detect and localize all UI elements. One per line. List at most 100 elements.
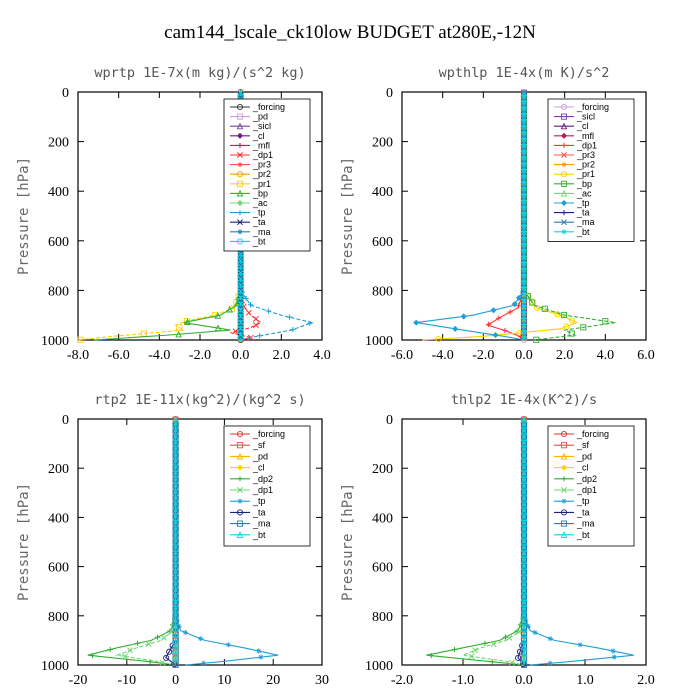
- data-point: [428, 653, 434, 659]
- legend-marker: [236, 452, 244, 460]
- y-tick-label: 800: [48, 610, 69, 625]
- series-dp1: [486, 92, 527, 341]
- data-point: [521, 111, 527, 117]
- data-point: [226, 305, 234, 313]
- series-bt: [520, 415, 528, 665]
- data-point: [174, 617, 180, 623]
- data-point: [529, 299, 536, 306]
- data-point: [521, 229, 527, 235]
- legend-marker: [236, 122, 244, 130]
- legend-marker: [237, 210, 243, 216]
- legend-box: [223, 98, 311, 252]
- legend-label: _bp: [576, 179, 592, 189]
- data-point: [286, 314, 293, 320]
- x-tick-label: 2.0: [637, 673, 655, 688]
- legend-marker: [560, 180, 568, 187]
- legend-marker: [561, 142, 567, 148]
- series-line: [114, 419, 177, 666]
- data-point: [521, 216, 527, 223]
- data-point: [521, 204, 527, 210]
- legend-label: _bp: [252, 188, 268, 198]
- data-point: [140, 330, 147, 337]
- x-tick-label: -6.0: [108, 348, 130, 363]
- data-point: [237, 279, 244, 286]
- legend-label: _cl: [576, 463, 589, 473]
- data-point: [521, 210, 527, 216]
- series-dp2: [87, 419, 179, 666]
- legend-marker: [560, 132, 568, 139]
- data-point: [290, 326, 296, 333]
- y-tick-label: 400: [372, 185, 393, 200]
- x-tick-label: 1.0: [576, 673, 594, 688]
- legend-marker: [236, 442, 244, 449]
- legend-marker: [561, 229, 567, 235]
- data-point: [532, 629, 538, 636]
- y-tick-label: 0: [62, 413, 69, 428]
- data-point: [521, 92, 527, 99]
- data-point: [258, 654, 264, 660]
- data-point: [307, 320, 313, 326]
- x-tick-label: 2.0: [556, 348, 574, 363]
- panel-title: rtp2 1E-11x(kg^2)/(kg^2 s): [94, 392, 305, 408]
- data-point: [237, 322, 244, 329]
- legend-label: _dp2: [252, 474, 273, 484]
- legend-label: _pd: [252, 112, 268, 122]
- legend-marker: [560, 430, 568, 438]
- legend-label: _ma: [576, 519, 595, 529]
- legend-marker: [561, 476, 567, 482]
- data-point: [511, 301, 518, 308]
- data-point: [533, 304, 541, 312]
- data-point: [610, 648, 616, 654]
- legend-marker: [560, 520, 568, 527]
- legend-label: _tp: [252, 208, 266, 218]
- series-line: [460, 419, 525, 666]
- data-point: [482, 640, 488, 646]
- x-tick-label: 6.0: [637, 348, 655, 363]
- y-tick-label: 800: [372, 610, 393, 625]
- data-point: [521, 266, 527, 272]
- data-point: [521, 154, 527, 161]
- data-point: [521, 179, 527, 185]
- data-point: [521, 117, 527, 123]
- legend-marker: [236, 464, 244, 471]
- panel-1: wprtp 1E-7x(m kg)/(s^2 kg) Pressure [hPa]…: [16, 65, 331, 363]
- legend-marker: [560, 464, 568, 471]
- legend-label: _pd: [252, 451, 268, 461]
- data-point: [468, 653, 475, 660]
- data-point: [560, 311, 567, 319]
- legend-marker: [560, 531, 568, 538]
- data-point: [256, 648, 262, 654]
- data-point: [521, 254, 527, 260]
- y-tick-label: 200: [372, 462, 393, 477]
- data-point: [166, 648, 173, 655]
- legend-marker: [236, 520, 244, 527]
- data-point: [521, 198, 527, 204]
- legend-marker: [237, 498, 243, 504]
- legend-label: _pr3: [252, 160, 271, 170]
- data-point: [127, 647, 134, 654]
- plot-frame: [77, 418, 323, 666]
- data-point: [521, 192, 527, 198]
- data-point: [237, 260, 244, 267]
- data-point: [77, 336, 84, 343]
- data-point: [547, 660, 553, 666]
- legend-label: _ma: [252, 519, 271, 529]
- data-point: [523, 617, 529, 623]
- series-bp: [94, 88, 244, 341]
- legend-label: _sicl: [576, 112, 595, 122]
- data-point: [563, 323, 570, 330]
- x-tick-label: -10: [117, 673, 136, 688]
- data-point: [521, 105, 527, 111]
- legend-label: _tp: [252, 496, 266, 506]
- legend-label: _pr3: [576, 150, 595, 160]
- data-point: [163, 654, 170, 661]
- legend-marker: [561, 162, 567, 168]
- legend-marker: [560, 113, 568, 120]
- data-point: [89, 653, 96, 659]
- data-point: [611, 654, 617, 660]
- y-tick-label: 1000: [41, 334, 69, 349]
- data-point: [237, 285, 244, 292]
- legend-label: _ac: [252, 198, 268, 208]
- legend-label: _pr1: [252, 179, 271, 189]
- series-tp: [413, 90, 528, 341]
